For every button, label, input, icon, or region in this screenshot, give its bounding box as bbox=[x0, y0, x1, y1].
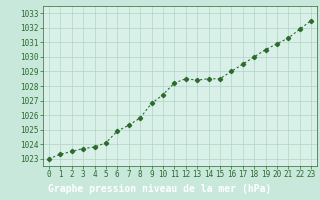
Text: Graphe pression niveau de la mer (hPa): Graphe pression niveau de la mer (hPa) bbox=[48, 184, 272, 194]
